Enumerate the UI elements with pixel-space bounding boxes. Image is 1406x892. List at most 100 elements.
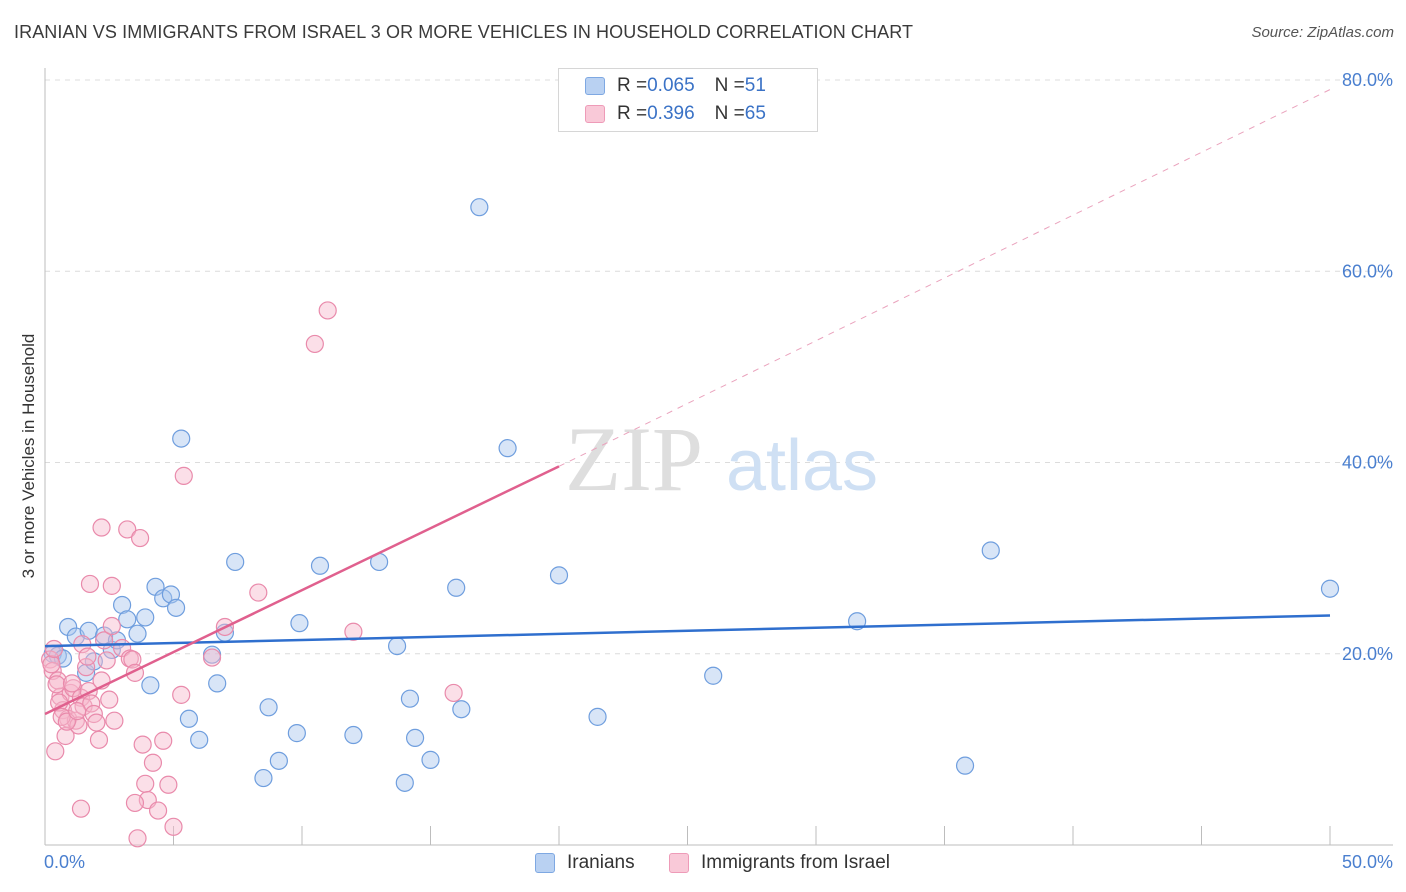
- legend-n-label: N =: [714, 103, 745, 124]
- data-point: [47, 675, 66, 694]
- data-point: [97, 651, 116, 670]
- data-point: [71, 799, 91, 818]
- bottom-legend-label: Immigrants from Israel: [701, 852, 890, 873]
- legend-swatch-blue: [585, 77, 605, 95]
- data-point: [46, 742, 65, 761]
- data-point: [588, 707, 607, 726]
- data-point: [164, 817, 183, 836]
- data-point: [102, 576, 121, 595]
- data-point: [128, 624, 147, 643]
- data-point: [68, 702, 87, 721]
- x-tick-label: 0.0%: [44, 852, 85, 872]
- data-point: [80, 574, 100, 594]
- legend-r-label: R =: [617, 75, 648, 96]
- data-point: [172, 429, 191, 448]
- y-tick-label: 60.0%: [1342, 261, 1393, 281]
- chart-title: IRANIAN VS IMMIGRANTS FROM ISRAEL 3 OR M…: [14, 22, 914, 42]
- data-point: [421, 750, 440, 769]
- data-point: [470, 198, 489, 217]
- bottom-legend-swatch-blue: [535, 853, 555, 873]
- legend-n-label: N =: [714, 75, 745, 96]
- data-point: [318, 301, 337, 320]
- data-point: [159, 775, 178, 794]
- trend-line-iranians: [44, 614, 1331, 648]
- data-point: [981, 541, 1000, 560]
- data-point: [44, 639, 64, 659]
- trend-lines: [44, 89, 1331, 716]
- data-point: [141, 676, 160, 695]
- data-point: [447, 578, 466, 597]
- data-point: [344, 725, 363, 745]
- data-point: [112, 595, 132, 615]
- data-point: [226, 552, 245, 572]
- bottom-legend-israel[interactable]: Immigrants from Israel: [669, 852, 890, 874]
- watermark: ZIP atlas: [565, 408, 878, 510]
- data-point: [118, 610, 137, 629]
- data-point: [166, 598, 186, 617]
- data-point: [305, 334, 324, 354]
- y-tick-label: 20.0%: [1342, 644, 1393, 664]
- data-point: [87, 713, 106, 732]
- legend-r-label: R =: [617, 103, 648, 124]
- data-point: [254, 768, 273, 788]
- y-axis-label: 3 or more Vehicles in Household: [19, 334, 38, 579]
- data-point: [42, 655, 61, 674]
- bottom-legend-label: Iranians: [567, 852, 635, 873]
- data-point: [1320, 579, 1340, 598]
- data-point: [549, 566, 569, 585]
- watermark-zip: ZIP: [565, 408, 703, 510]
- data-point: [105, 711, 124, 730]
- series-immigrants-from-israel: [41, 301, 463, 848]
- data-point: [259, 698, 278, 717]
- data-point: [143, 753, 163, 772]
- data-point: [43, 661, 62, 681]
- data-point: [59, 617, 78, 637]
- data-point: [128, 829, 147, 848]
- data-point: [102, 616, 121, 636]
- grid-lines: [45, 79, 1393, 655]
- y-tick-label: 40.0%: [1342, 453, 1393, 473]
- data-point: [174, 466, 193, 485]
- data-point: [62, 674, 82, 693]
- data-point: [92, 518, 111, 537]
- data-point: [148, 801, 168, 820]
- data-point: [136, 774, 155, 793]
- y-tick-label: 80.0%: [1342, 70, 1393, 90]
- data-point: [400, 689, 420, 708]
- data-point: [387, 636, 407, 656]
- tick-labels: 20.0% 40.0% 60.0% 80.0% 0.0% 50.0%: [44, 70, 1393, 872]
- data-point: [130, 528, 150, 548]
- data-point: [125, 793, 145, 813]
- watermark-atlas: atlas: [726, 426, 878, 506]
- legend-n-value: 51: [744, 75, 766, 96]
- data-point: [310, 556, 330, 575]
- source-label: Source: ZipAtlas.com: [1251, 24, 1394, 41]
- data-point: [395, 773, 414, 792]
- data-point: [123, 650, 142, 669]
- data-point: [955, 756, 975, 775]
- bottom-legend-iranians[interactable]: Iranians: [535, 852, 635, 874]
- data-point: [190, 730, 209, 749]
- legend-r-value: 0.065: [647, 75, 695, 96]
- data-point: [154, 731, 173, 750]
- trend-line-israel: [44, 465, 560, 716]
- data-point: [704, 666, 723, 685]
- x-tick-label: 50.0%: [1342, 852, 1393, 872]
- bottom-legend: Iranians Immigrants from Israel: [0, 852, 1406, 878]
- legend-swatch-pink: [585, 105, 605, 123]
- data-point: [89, 730, 109, 749]
- legend-n-value: 65: [744, 103, 766, 124]
- data-point: [452, 700, 471, 719]
- data-point: [405, 728, 425, 748]
- data-point: [290, 614, 309, 633]
- axes: [44, 68, 1393, 846]
- data-point: [344, 622, 363, 641]
- data-point: [287, 724, 306, 743]
- series-iranians: [43, 198, 1340, 792]
- data-point: [78, 647, 97, 666]
- data-point: [161, 585, 181, 604]
- data-point: [118, 520, 137, 539]
- data-point: [136, 608, 155, 627]
- data-point: [269, 751, 288, 770]
